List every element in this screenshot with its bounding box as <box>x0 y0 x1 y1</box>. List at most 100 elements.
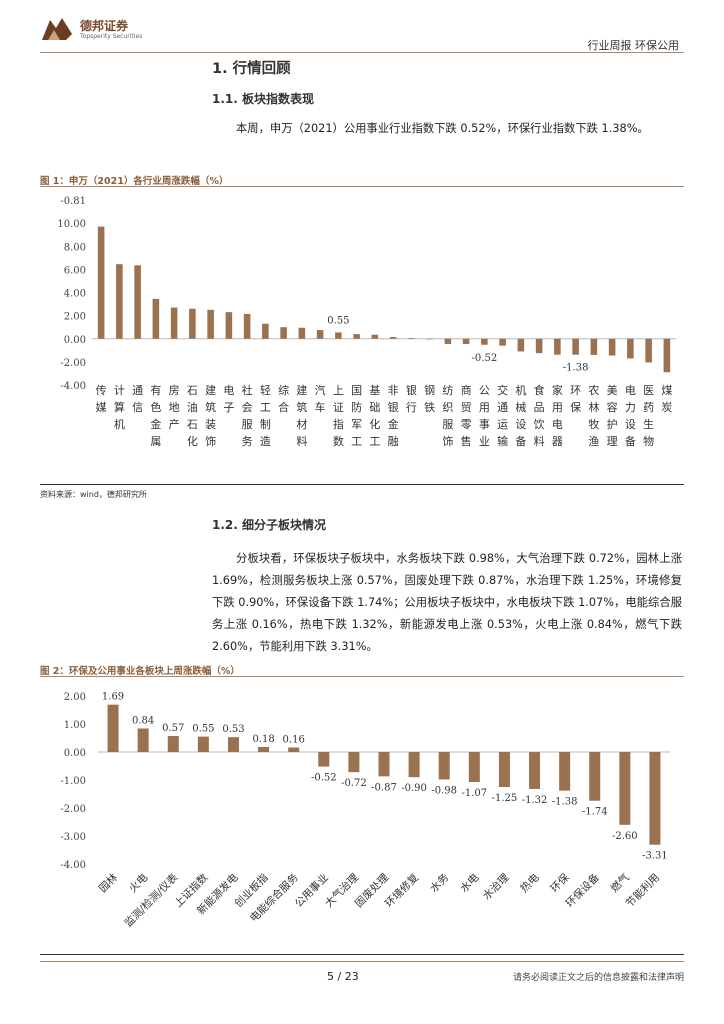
x-tick-char: 建 <box>296 383 307 397</box>
brand-name: 德邦证券 <box>80 19 129 33</box>
data-label: -0.98 <box>431 785 457 796</box>
data-label: -1.74 <box>582 807 608 818</box>
y-tick-label: -2.00 <box>60 804 86 815</box>
x-tick-char: 理 <box>607 435 618 448</box>
data-label: 0.57 <box>162 723 184 734</box>
bar <box>559 752 571 791</box>
x-tick-char: 炭 <box>661 401 672 414</box>
bar <box>371 334 379 339</box>
x-tick-char: 材 <box>296 417 307 431</box>
data-label: 0.16 <box>283 735 305 746</box>
x-tick-char: 化 <box>187 434 198 448</box>
bar <box>498 752 510 787</box>
x-tick-char: 饮 <box>534 418 545 431</box>
x-tick-char: 器 <box>552 435 563 448</box>
x-tick-char: 商 <box>461 383 472 397</box>
bar <box>243 313 251 339</box>
bar <box>663 338 671 373</box>
x-tick-char: 地 <box>169 401 180 414</box>
bar <box>554 338 561 355</box>
data-label: 0.18 <box>252 734 274 745</box>
x-tick-char: 色 <box>150 400 161 414</box>
bar <box>589 752 601 801</box>
x-tick-char: 零 <box>461 418 472 431</box>
x-tick-char: 环 <box>570 384 581 397</box>
x-tick-char: 筑 <box>205 400 216 414</box>
x-tick-label: 环保设备 <box>563 871 602 910</box>
x-tick-label: 燃气 <box>608 871 632 895</box>
figure1-chart: -4.00 -2.00 0.00 2.00 4.00 6.00 8.00 10.00 -0.81… <box>57 196 676 448</box>
x-tick-char: 综 <box>278 383 289 397</box>
x-tick-char: 食 <box>534 383 545 397</box>
bar <box>170 307 178 339</box>
x-tick-char: 美 <box>607 384 618 397</box>
x-tick-label: 监测/检测/仪表 <box>122 871 181 930</box>
y-tick-label: 1.00 <box>64 720 86 731</box>
x-tick-char: 工 <box>351 435 362 448</box>
bar <box>517 338 525 352</box>
bar <box>107 704 119 752</box>
bar <box>462 338 470 344</box>
data-label: 0.55 <box>327 315 349 326</box>
x-tick-char: 房 <box>169 384 180 397</box>
x-tick-char: 车 <box>315 400 326 414</box>
x-tick-char: 备 <box>515 434 526 448</box>
x-tick-char: 电 <box>625 384 636 397</box>
x-tick-char: 算 <box>114 400 125 414</box>
paragraph-subsector: 分板块看，环保板块子板块中，水务板块下跌 0.98%，大气治理下跌 0.72%，… <box>212 552 682 653</box>
footer-divider <box>40 961 684 962</box>
x-tick-char: 护 <box>607 417 618 431</box>
x-tick-char: 上 <box>333 384 344 397</box>
x-tick-char: 林 <box>588 400 599 414</box>
x-tick-char: 业 <box>479 435 490 448</box>
data-label: 0.53 <box>222 724 244 735</box>
x-tick-char: 公 <box>479 384 490 397</box>
x-tick-char: 家 <box>552 383 563 397</box>
x-tick-char: 饰 <box>205 434 216 448</box>
y-tick-label: 0.00 <box>64 748 86 759</box>
section-title: 1. 行情回顾 <box>212 61 291 77</box>
x-tick-char: 设 <box>625 418 636 431</box>
bar <box>408 752 420 778</box>
x-tick-char: 会 <box>242 401 253 414</box>
bar <box>444 338 452 344</box>
bar <box>258 746 270 752</box>
bar <box>316 330 324 339</box>
y-tick-label: 8.00 <box>64 242 86 253</box>
x-tick-char: 军 <box>351 418 362 431</box>
header-divider <box>40 52 684 53</box>
x-tick-char: 纺 <box>442 383 453 397</box>
data-label: -1.32 <box>522 795 548 806</box>
x-tick-char: 料 <box>296 434 307 448</box>
figure2-top-rule <box>40 676 684 677</box>
x-tick-char: 汽 <box>315 383 326 397</box>
bar <box>189 308 196 339</box>
figure2-title: 图 2：环保及公用事业各板块上周涨跌幅（%） <box>40 666 240 677</box>
x-tick-char: 指 <box>333 417 344 431</box>
x-tick-char: 筑 <box>296 400 307 414</box>
x-tick-char: 基 <box>369 384 380 397</box>
x-tick-char: 工 <box>369 435 380 448</box>
bar <box>649 752 661 845</box>
x-tick-char: 属 <box>150 435 161 448</box>
x-tick-char: 轻 <box>260 383 271 397</box>
x-tick-char: 设 <box>515 418 526 431</box>
y-top-label: -0.81 <box>60 196 86 207</box>
bar <box>645 338 652 363</box>
bar <box>481 338 488 345</box>
y-tick-label: -4.00 <box>60 381 86 392</box>
x-tick-char: 通 <box>497 401 508 414</box>
bar <box>438 752 450 780</box>
x-tick-char: 医 <box>643 384 654 397</box>
x-tick-char: 交 <box>497 383 508 397</box>
x-tick-char: 运 <box>497 418 508 431</box>
x-tick-char: 力 <box>625 401 636 414</box>
x-tick-char: 防 <box>351 400 362 414</box>
bar <box>288 747 300 752</box>
x-tick-char: 石 <box>187 418 198 431</box>
x-tick-char: 务 <box>242 435 253 448</box>
bar <box>529 752 541 789</box>
x-tick-char: 输 <box>497 434 508 448</box>
x-tick-char: 容 <box>607 400 618 414</box>
x-tick-char: 事 <box>479 418 490 431</box>
